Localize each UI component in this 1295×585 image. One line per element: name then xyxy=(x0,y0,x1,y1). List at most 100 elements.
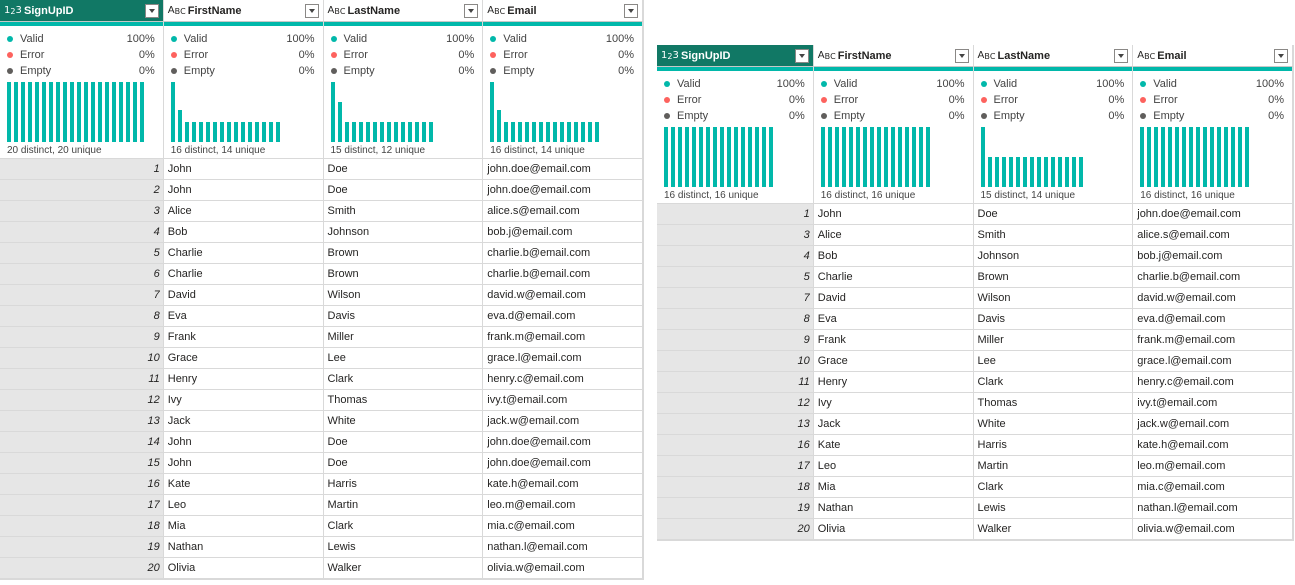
table-cell[interactable]: Bob xyxy=(813,246,974,267)
table-cell[interactable]: john.doe@email.com xyxy=(483,432,643,453)
histogram-bar[interactable] xyxy=(1071,157,1076,187)
histogram-bar[interactable] xyxy=(1064,157,1069,187)
table-cell[interactable]: Lewis xyxy=(973,498,1134,519)
table-row[interactable]: 13 Jack White jack.w@email.com xyxy=(657,414,1293,435)
table-cell[interactable]: Johnson xyxy=(323,222,484,243)
column-header-email[interactable]: A B C Email xyxy=(483,0,643,22)
filter-dropdown-icon[interactable] xyxy=(1114,48,1129,63)
histogram-bar[interactable] xyxy=(1224,127,1229,187)
table-cell[interactable]: Charlie xyxy=(163,243,324,264)
histogram-bar[interactable] xyxy=(126,82,130,142)
table-cell[interactable]: olivia.w@email.com xyxy=(1133,519,1293,540)
histogram-bar[interactable] xyxy=(14,82,18,142)
table-cell[interactable]: Thomas xyxy=(323,390,484,411)
table-row[interactable]: 17 Leo Martin leo.m@email.com xyxy=(657,456,1293,477)
table-cell[interactable]: David xyxy=(813,288,974,309)
table-cell[interactable]: Bob xyxy=(163,222,324,243)
histogram-bar[interactable] xyxy=(706,127,710,187)
histogram-bar[interactable] xyxy=(84,82,88,142)
histogram-bar[interactable] xyxy=(28,82,32,142)
histogram-bar[interactable] xyxy=(1043,157,1048,187)
table-cell[interactable]: jack.w@email.com xyxy=(483,411,643,432)
histogram-bar[interactable] xyxy=(98,82,102,142)
signupid-cell[interactable]: 8 xyxy=(657,309,814,330)
table-cell[interactable]: Wilson xyxy=(323,285,484,306)
histogram-bar[interactable] xyxy=(748,127,752,187)
histogram-bar[interactable] xyxy=(911,127,916,187)
histogram-bar[interactable] xyxy=(525,122,530,142)
histogram-bar[interactable] xyxy=(170,82,175,142)
table-row[interactable]: 5 Charlie Brown charlie.b@email.com xyxy=(0,243,643,264)
table-cell[interactable]: White xyxy=(323,411,484,432)
histogram-bar[interactable] xyxy=(1245,127,1250,187)
histogram-bar[interactable] xyxy=(133,82,137,142)
histogram-bar[interactable] xyxy=(904,127,909,187)
table-row[interactable]: 4 Bob Johnson bob.j@email.com xyxy=(0,222,643,243)
table-row[interactable]: 6 Charlie Brown charlie.b@email.com xyxy=(0,264,643,285)
signupid-cell[interactable]: 20 xyxy=(657,519,814,540)
table-cell[interactable]: henry.c@email.com xyxy=(483,369,643,390)
histogram-bar[interactable] xyxy=(1210,127,1215,187)
table-cell[interactable]: John xyxy=(163,159,324,180)
table-cell[interactable]: Thomas xyxy=(973,393,1134,414)
histogram-bar[interactable] xyxy=(741,127,745,187)
filter-dropdown-icon[interactable] xyxy=(144,3,159,18)
histogram-bar[interactable] xyxy=(755,127,759,187)
signupid-cell[interactable]: 12 xyxy=(657,393,814,414)
histogram-bar[interactable] xyxy=(365,122,370,142)
histogram-bar[interactable] xyxy=(511,122,516,142)
histogram-bar[interactable] xyxy=(504,122,509,142)
table-row[interactable]: 9 Frank Miller frank.m@email.com xyxy=(0,327,643,348)
column-header-lastname[interactable]: A B C LastName xyxy=(323,0,484,22)
histogram-bar[interactable] xyxy=(254,122,259,142)
table-cell[interactable]: eva.d@email.com xyxy=(1133,309,1293,330)
histogram-bar[interactable] xyxy=(581,122,586,142)
histogram-bar[interactable] xyxy=(925,127,930,187)
table-cell[interactable]: Jack xyxy=(813,414,974,435)
histogram-bar[interactable] xyxy=(191,122,196,142)
histogram-bar[interactable] xyxy=(261,122,266,142)
histogram-bar[interactable] xyxy=(883,127,888,187)
distribution-histogram[interactable] xyxy=(170,82,283,142)
histogram-bar[interactable] xyxy=(727,127,731,187)
distribution-histogram[interactable] xyxy=(1140,127,1252,187)
histogram-bar[interactable] xyxy=(664,127,668,187)
signupid-cell[interactable]: 15 xyxy=(0,453,164,474)
histogram-bar[interactable] xyxy=(567,122,572,142)
distribution-histogram[interactable] xyxy=(820,127,933,187)
table-row[interactable]: 4 Bob Johnson bob.j@email.com xyxy=(657,246,1293,267)
table-cell[interactable]: John xyxy=(813,204,974,225)
histogram-bar[interactable] xyxy=(539,122,544,142)
table-cell[interactable]: Brown xyxy=(973,267,1134,288)
table-cell[interactable]: mia.c@email.com xyxy=(1133,477,1293,498)
histogram-bar[interactable] xyxy=(240,122,245,142)
table-cell[interactable]: mia.c@email.com xyxy=(483,516,643,537)
table-cell[interactable]: leo.m@email.com xyxy=(483,495,643,516)
table-row[interactable]: 16 Kate Harris kate.h@email.com xyxy=(657,435,1293,456)
histogram-bar[interactable] xyxy=(1022,157,1027,187)
table-row[interactable]: 8 Eva Davis eva.d@email.com xyxy=(0,306,643,327)
table-cell[interactable]: alice.s@email.com xyxy=(1133,225,1293,246)
histogram-bar[interactable] xyxy=(7,82,11,142)
table-cell[interactable]: Henry xyxy=(163,369,324,390)
histogram-bar[interactable] xyxy=(233,122,238,142)
table-cell[interactable]: charlie.b@email.com xyxy=(1133,267,1293,288)
histogram-bar[interactable] xyxy=(876,127,881,187)
table-row[interactable]: 18 Mia Clark mia.c@email.com xyxy=(657,477,1293,498)
filter-dropdown-icon[interactable] xyxy=(954,48,969,63)
histogram-bar[interactable] xyxy=(414,122,419,142)
table-cell[interactable]: Smith xyxy=(973,225,1134,246)
histogram-bar[interactable] xyxy=(897,127,902,187)
table-row[interactable]: 18 Mia Clark mia.c@email.com xyxy=(0,516,643,537)
table-cell[interactable]: john.doe@email.com xyxy=(483,453,643,474)
histogram-bar[interactable] xyxy=(330,82,335,142)
distribution-histogram[interactable] xyxy=(490,82,602,142)
histogram-bar[interactable] xyxy=(834,127,839,187)
table-cell[interactable]: david.w@email.com xyxy=(483,285,643,306)
table-cell[interactable]: Frank xyxy=(163,327,324,348)
histogram-bar[interactable] xyxy=(987,157,992,187)
table-cell[interactable]: jack.w@email.com xyxy=(1133,414,1293,435)
table-cell[interactable]: Miller xyxy=(973,330,1134,351)
table-cell[interactable]: Kate xyxy=(163,474,324,495)
